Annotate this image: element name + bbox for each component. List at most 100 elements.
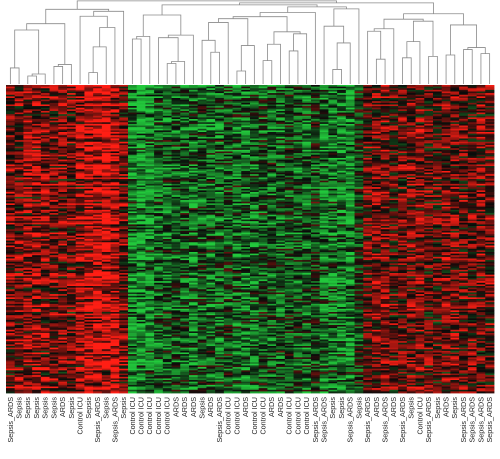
heatmap-cell xyxy=(110,339,120,342)
heatmap-cell xyxy=(180,115,190,118)
heatmap-cell xyxy=(145,354,155,357)
heatmap-cell xyxy=(162,132,172,135)
heatmap-cell xyxy=(67,255,77,258)
heatmap-cell xyxy=(49,154,59,157)
heatmap-cell xyxy=(223,195,233,198)
heatmap-cell xyxy=(75,360,85,363)
heatmap-cell xyxy=(23,384,33,387)
heatmap-cell xyxy=(32,357,42,360)
heatmap-cell xyxy=(154,140,164,143)
heatmap-cell xyxy=(14,255,24,258)
heatmap-cell xyxy=(110,140,120,143)
heatmap-cell xyxy=(136,123,146,126)
heatmap-cell xyxy=(23,250,33,253)
heatmap-cell xyxy=(49,378,59,381)
heatmap-cell xyxy=(40,130,50,133)
heatmap-cell xyxy=(84,247,94,250)
heatmap-cell xyxy=(154,203,164,206)
heatmap-cell xyxy=(215,127,225,130)
heatmap-cell xyxy=(119,107,129,110)
heatmap-cell xyxy=(75,167,85,170)
heatmap-cell xyxy=(67,96,77,99)
heatmap-cell xyxy=(58,250,68,253)
heatmap-cell xyxy=(110,271,120,274)
heatmap-cell xyxy=(162,383,172,386)
heatmap-cell xyxy=(180,221,190,224)
heatmap-cell xyxy=(215,290,225,293)
heatmap-cell xyxy=(145,200,155,203)
heatmap-cell xyxy=(145,175,155,178)
heatmap-cell xyxy=(101,311,111,314)
heatmap-cell xyxy=(180,141,190,144)
heatmap-cell xyxy=(189,269,199,272)
heatmap-cell xyxy=(101,89,111,92)
heatmap-cell xyxy=(197,328,207,331)
heatmap-cell xyxy=(23,333,33,336)
heatmap-cell xyxy=(206,85,216,88)
heatmap-cell xyxy=(40,344,50,347)
heatmap-cell xyxy=(40,226,50,229)
heatmap-cell xyxy=(75,292,85,295)
heatmap-cell xyxy=(197,127,207,130)
heatmap-cell xyxy=(171,388,181,391)
heatmap-cell xyxy=(58,290,68,293)
heatmap-cell xyxy=(197,232,207,235)
heatmap-cell xyxy=(67,88,77,91)
heatmap-cell xyxy=(223,132,233,135)
heatmap-cell xyxy=(154,110,164,113)
heatmap-cell xyxy=(32,214,42,217)
heatmap-cell xyxy=(206,211,216,214)
heatmap-cell xyxy=(32,305,42,308)
heatmap-cell xyxy=(93,315,103,318)
heatmap-cell xyxy=(206,140,216,143)
heatmap-cell xyxy=(189,329,199,332)
heatmap-cell xyxy=(14,384,24,387)
heatmap-cell xyxy=(101,308,111,311)
dendrogram-branch xyxy=(403,13,464,25)
heatmap-cell xyxy=(162,373,172,376)
heatmap-cell xyxy=(189,242,199,245)
heatmap-cell xyxy=(180,156,190,159)
heatmap-cell xyxy=(136,99,146,102)
heatmap-cell xyxy=(93,258,103,261)
heatmap-cell xyxy=(40,308,50,311)
heatmap-cell xyxy=(119,219,129,222)
heatmap-cell xyxy=(84,298,94,301)
heatmap-cell xyxy=(189,193,199,196)
heatmap-cell xyxy=(180,255,190,258)
heatmap-cell xyxy=(128,320,138,323)
heatmap-cell xyxy=(93,248,103,251)
heatmap-cell xyxy=(32,234,42,237)
heatmap-cell xyxy=(206,290,216,293)
heatmap-cell xyxy=(58,85,68,88)
heatmap-cell xyxy=(180,201,190,204)
heatmap-cell xyxy=(23,144,33,147)
heatmap-cell xyxy=(23,138,33,141)
heatmap-cell xyxy=(206,123,216,126)
heatmap-cell xyxy=(154,276,164,279)
heatmap-cell xyxy=(93,253,103,256)
heatmap-cell xyxy=(58,328,68,331)
heatmap-cell xyxy=(215,391,225,394)
heatmap-cell xyxy=(75,363,85,366)
heatmap-cell xyxy=(110,239,120,242)
heatmap-cell xyxy=(23,389,33,392)
heatmap-cell xyxy=(119,135,129,138)
heatmap-cell xyxy=(58,149,68,152)
heatmap-cell xyxy=(84,292,94,295)
heatmap-cell xyxy=(6,368,16,371)
heatmap-cell xyxy=(84,136,94,139)
heatmap-cell xyxy=(14,386,24,389)
heatmap-cell xyxy=(32,185,42,188)
heatmap-cell xyxy=(119,195,129,198)
heatmap-cell xyxy=(84,221,94,224)
heatmap-cell xyxy=(14,180,24,183)
heatmap-cell xyxy=(223,96,233,99)
heatmap-cell xyxy=(119,148,129,151)
heatmap-cell xyxy=(110,389,120,392)
heatmap-cell xyxy=(84,373,94,376)
heatmap-cell xyxy=(40,381,50,384)
heatmap-cell xyxy=(101,232,111,235)
heatmap-cell xyxy=(197,193,207,196)
heatmap-cell xyxy=(93,271,103,274)
